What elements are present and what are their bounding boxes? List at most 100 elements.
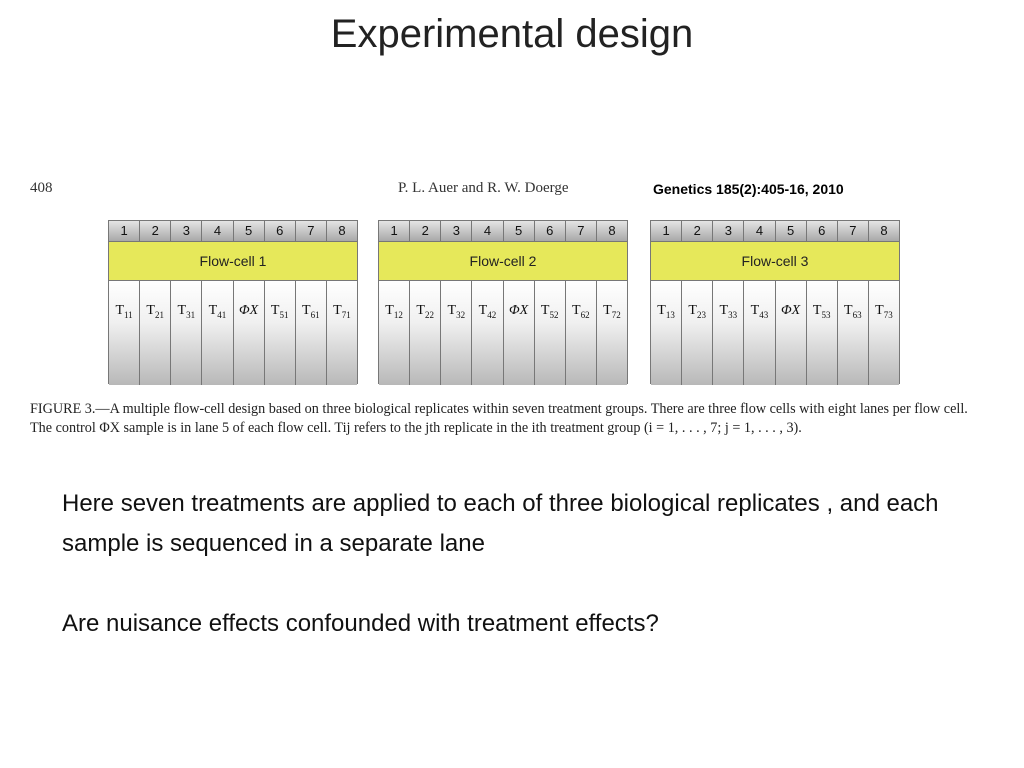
lane-label: T [208, 303, 218, 318]
lane-label: T [115, 303, 124, 318]
lane-number: 2 [682, 221, 714, 241]
lane-subscript: 73 [883, 309, 893, 320]
lane-label: ΦX [238, 303, 259, 318]
lane-subscript: 21 [154, 309, 164, 320]
lane-number: 1 [109, 221, 141, 241]
lane-subscript: 62 [580, 309, 590, 320]
lane-number: 6 [534, 221, 566, 241]
treatment-lane: T53 [806, 281, 838, 385]
lane-label: T [540, 303, 550, 318]
treatment-lane: T31 [171, 281, 203, 385]
lane-number: 7 [837, 221, 869, 241]
lane-label: T [603, 303, 612, 318]
flow-cell-2: 1 2 3 4 5 6 7 8 Flow-cell 2 T12 T22 T32 T42 ΦX T52 T62 T… [378, 220, 628, 385]
lane-label: T [478, 303, 488, 318]
treatment-lane: T13 [651, 281, 683, 385]
lane-subscript: 71 [341, 309, 351, 320]
lane-subscript: 12 [393, 309, 403, 320]
treatment-lane: T63 [837, 281, 869, 385]
treatment-lane: T43 [744, 281, 776, 385]
lane-number: 4 [744, 221, 776, 241]
lane-label: T [844, 303, 853, 318]
lane-label: T [146, 303, 155, 318]
lane-label: T [719, 303, 729, 318]
lane-label: T [385, 303, 394, 318]
treatment-lane: T12 [379, 281, 411, 385]
lane-subscript: 61 [310, 309, 320, 320]
lane-label: T [416, 303, 425, 318]
lane-subscript: 33 [728, 309, 738, 320]
treatment-lane: T23 [682, 281, 714, 385]
lane-subscript: 32 [456, 309, 466, 320]
treatment-lane: T42 [472, 281, 504, 385]
lane-label: T [688, 303, 697, 318]
treatment-lane: T61 [295, 281, 327, 385]
figure: 408 P. L. Auer and R. W. Doerge Genetics… [20, 176, 1010, 466]
lane-subscript: 72 [611, 309, 621, 320]
lane-subscript: 31 [186, 309, 196, 320]
lane-row: T13 T23 T33 T43 ΦX T53 T63 T73 [651, 281, 899, 385]
lane-number: 2 [410, 221, 442, 241]
lane-number: 3 [171, 221, 203, 241]
treatment-lane: T21 [140, 281, 172, 385]
lane-number: 7 [295, 221, 327, 241]
lane-label: T [657, 303, 666, 318]
lane-number: 8 [326, 221, 357, 241]
lane-subscript: 23 [696, 309, 706, 320]
body-text: Here seven treatments are applied to eac… [62, 484, 962, 644]
lane-number: 6 [264, 221, 296, 241]
flow-cell-label: Flow-cell 2 [379, 242, 627, 281]
lane-label: T [447, 303, 457, 318]
lane-number: 4 [202, 221, 234, 241]
lane-number: 2 [140, 221, 172, 241]
lane-label: T [750, 303, 760, 318]
flow-cell-label: Flow-cell 3 [651, 242, 899, 281]
lane-number: 5 [503, 221, 535, 241]
lane-number: 8 [868, 221, 899, 241]
authors: P. L. Auer and R. W. Doerge [398, 180, 569, 196]
lane-subscript: 63 [852, 309, 862, 320]
lane-number: 1 [651, 221, 683, 241]
lane-number: 5 [775, 221, 807, 241]
page-number: 408 [30, 180, 53, 196]
body-paragraph-2: Are nuisance effects confounded with tre… [62, 610, 659, 637]
lane-label: T [875, 303, 884, 318]
lane-subscript: 52 [549, 309, 559, 320]
control-lane: ΦX [775, 281, 807, 385]
flow-cell-3: 1 2 3 4 5 6 7 8 Flow-cell 3 T13 T23 T33 T43 ΦX T53 T63 T… [650, 220, 900, 385]
lane-subscript: 22 [424, 309, 434, 320]
lane-subscript: 13 [665, 309, 675, 320]
body-paragraph-1: Here seven treatments are applied to eac… [62, 490, 939, 557]
lane-label: T [302, 303, 311, 318]
lane-label: T [812, 303, 822, 318]
slide-title: Experimental design [330, 12, 694, 56]
flow-cell-1: 1 2 3 4 5 6 7 8 Flow-cell 1 T11 T21 T31 T41 ΦX T51 T61 T… [108, 220, 358, 385]
figure-caption: FIGURE 3.—A multiple flow-cell design ba… [30, 401, 968, 436]
treatment-lane: T51 [264, 281, 296, 385]
lane-row: T11 T21 T31 T41 ΦX T51 T61 T71 [109, 281, 357, 385]
lane-number: 4 [472, 221, 504, 241]
treatment-lane: T41 [202, 281, 234, 385]
lane-number: 5 [233, 221, 265, 241]
lane-row: T12 T22 T32 T42 ΦX T52 T62 T72 [379, 281, 627, 385]
lane-label: T [270, 303, 280, 318]
control-lane: ΦX [503, 281, 535, 385]
lane-subscript: 53 [821, 309, 831, 320]
treatment-lane: T32 [441, 281, 473, 385]
lane-number: 1 [379, 221, 411, 241]
lane-subscript: 51 [279, 309, 289, 320]
lane-number: 3 [713, 221, 745, 241]
treatment-lane: T11 [109, 281, 141, 385]
treatment-lane: T71 [326, 281, 357, 385]
treatment-lane: T73 [868, 281, 899, 385]
lane-number: 7 [565, 221, 597, 241]
treatment-lane: T33 [713, 281, 745, 385]
lane-subscript: 43 [759, 309, 769, 320]
lane-label: T [333, 303, 342, 318]
lane-label: ΦX [780, 303, 801, 318]
lane-number: 6 [806, 221, 838, 241]
lane-subscript: 42 [487, 309, 497, 320]
